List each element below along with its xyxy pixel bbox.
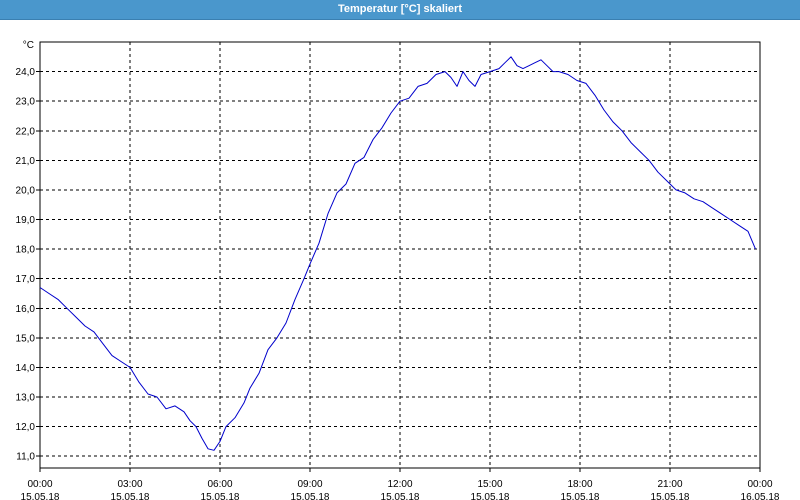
window-title: Temperatur [°C] skaliert — [0, 0, 800, 20]
x-tick-time: 00:00 — [747, 479, 772, 490]
x-tick-date: 15.05.18 — [21, 492, 60, 500]
x-tick-date: 15.05.18 — [111, 492, 150, 500]
y-tick-label: 20,0 — [16, 185, 36, 196]
y-tick-label: 17,0 — [16, 274, 36, 285]
temperature-chart: 11,0 12,0 13,0 14,0 15,0 16,0 17,0 18,0 19,0 20,0… — [16, 40, 780, 500]
series-layer — [39, 56, 756, 451]
x-tick-time: 06:00 — [207, 479, 232, 490]
x-tick-time: 09:00 — [297, 479, 322, 490]
x-tick-time: 21:00 — [657, 479, 682, 490]
y-tick-label: 24,0 — [16, 67, 36, 78]
y-tick-label: 14,0 — [16, 363, 36, 374]
x-tick-time: 18:00 — [567, 479, 592, 490]
axes — [36, 41, 761, 472]
grid — [40, 42, 760, 468]
y-tick-label: 16,0 — [16, 304, 36, 315]
y-tick-label: 18,0 — [16, 245, 36, 256]
y-tick-label: 23,0 — [16, 97, 36, 108]
x-tick-time: 00:00 — [27, 479, 52, 490]
x-tick-date: 15.05.18 — [381, 492, 420, 500]
series-line-temperature — [39, 56, 756, 451]
x-tick-time: 03:00 — [117, 479, 142, 490]
y-tick-label: 13,0 — [16, 393, 36, 404]
y-tick-label: 15,0 — [16, 333, 36, 344]
y-tick-label: 11,0 — [16, 452, 35, 463]
x-tick-date: 16.05.18 — [741, 492, 780, 500]
x-tick-date: 15.05.18 — [561, 492, 600, 500]
y-tick-label: 12,0 — [16, 422, 36, 433]
y-tick-label: 22,0 — [16, 126, 36, 137]
tick-labels: 11,0 12,0 13,0 14,0 15,0 16,0 17,0 18,0 19,0 20,0… — [16, 40, 780, 500]
x-tick-time: 15:00 — [477, 479, 502, 490]
plot-frame — [39, 41, 761, 469]
x-tick-date: 15.05.18 — [291, 492, 330, 500]
x-tick-date: 15.05.18 — [651, 492, 690, 500]
y-tick-label: 19,0 — [16, 215, 36, 226]
x-tick-time: 12:00 — [387, 479, 412, 490]
y-axis-label: °C — [23, 40, 34, 51]
x-tick-date: 15.05.18 — [471, 492, 510, 500]
x-tick-date: 15.05.18 — [201, 492, 240, 500]
y-tick-label: 21,0 — [16, 156, 36, 167]
